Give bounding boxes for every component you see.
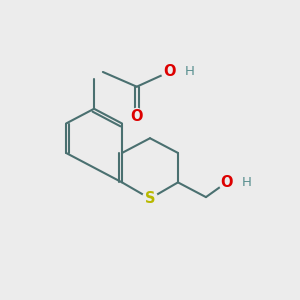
Text: H: H	[185, 65, 195, 79]
Text: S: S	[145, 191, 155, 206]
Circle shape	[129, 109, 144, 124]
Text: O: O	[163, 64, 175, 80]
Circle shape	[142, 191, 158, 206]
Text: O: O	[220, 175, 233, 190]
Text: H: H	[242, 176, 252, 189]
Circle shape	[219, 175, 234, 190]
Text: O: O	[130, 109, 143, 124]
Circle shape	[161, 64, 177, 80]
